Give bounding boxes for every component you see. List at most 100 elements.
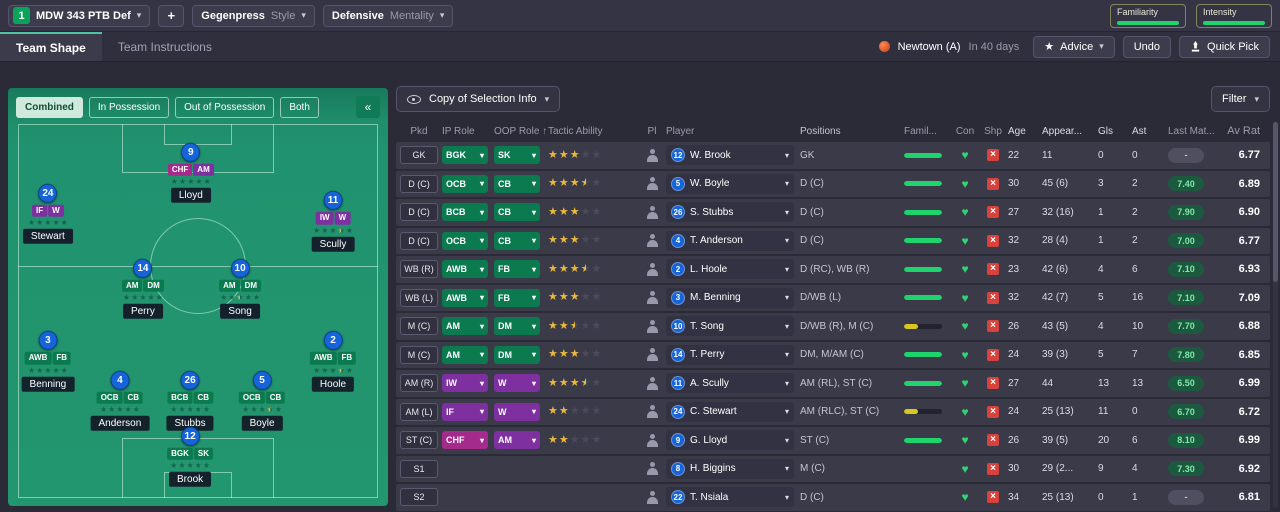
table-row[interactable]: S1 8 H. Biggins ▾ M (C) ♥ × 30 29 (2... 9 4 7.30 6.9… xyxy=(396,455,1270,482)
oop-role-dropdown[interactable]: CB ▾ xyxy=(494,231,540,250)
mentality-dropdown[interactable]: Defensive Mentality ▾ xyxy=(322,4,454,27)
player-dropdown[interactable]: 22 T. Nsiala ▾ xyxy=(666,487,794,508)
person-icon[interactable] xyxy=(645,376,659,390)
column-header[interactable]: Appear... xyxy=(1042,125,1083,137)
table-row[interactable]: AM (R) IW ▾ W ▾ ★ ★ ★ ★ ★ 11 A. Scully ▾ AM (RL), ST … xyxy=(396,370,1270,397)
selection-info-dropdown[interactable]: Copy of Selection Info ▾ xyxy=(396,86,561,112)
column-header[interactable]: Ast xyxy=(1132,125,1147,137)
person-icon[interactable] xyxy=(645,348,659,362)
oop-role-dropdown[interactable]: FB ▾ xyxy=(494,260,540,279)
tab-team-instructions[interactable]: Team Instructions xyxy=(117,39,212,54)
column-header[interactable]: Positions xyxy=(800,125,841,137)
pitch-player[interactable]: 14 AM DM ★ ★ ★ ★ ★ Perry xyxy=(121,258,164,319)
column-header[interactable]: OOP Role ↑ xyxy=(494,125,546,137)
ip-role-dropdown[interactable]: IF ▾ xyxy=(442,402,488,421)
pitch-player[interactable]: 2 AWB FB ★ ★ ★ ★ ★ Hoole xyxy=(309,331,357,392)
column-header[interactable]: Tactic Ability xyxy=(548,125,603,137)
column-header[interactable]: Age xyxy=(1008,125,1026,137)
oop-role-dropdown[interactable]: AM ▾ xyxy=(494,431,540,450)
table-row[interactable]: D (C) OCB ▾ CB ▾ ★ ★ ★ ★ ★ 5 W. Boyle ▾ D (C) ♥ × 30 45 (… xyxy=(396,170,1270,197)
quick-pick-button[interactable]: Quick Pick xyxy=(1179,35,1270,58)
ip-role-dropdown[interactable]: OCB ▾ xyxy=(442,174,488,193)
pitch-player[interactable]: 12 BGK SK ★ ★ ★ ★ ★ Brook xyxy=(167,426,214,488)
ip-role-dropdown[interactable]: AM ▾ xyxy=(442,317,488,336)
person-icon[interactable] xyxy=(645,319,659,333)
table-row[interactable]: ST (C) CHF ▾ AM ▾ ★ ★ ★ ★ ★ 9 G. Lloyd ▾ ST (C) ♥ × 26 39… xyxy=(396,427,1270,454)
pitch-player[interactable]: 11 IW W ★ ★ ★ ★ ★ Scully xyxy=(311,191,355,252)
view-button-out-of-possession[interactable]: Out of Possession xyxy=(175,96,275,118)
table-row[interactable]: M (C) AM ▾ DM ▾ ★ ★ ★ ★ ★ 10 T. Song ▾ D/WB (R), M (C… xyxy=(396,313,1270,340)
oop-role-dropdown[interactable]: CB ▾ xyxy=(494,174,540,193)
table-row[interactable]: AM (L) IF ▾ W ▾ ★ ★ ★ ★ ★ 24 C. Stewart ▾ AM (RLC), S… xyxy=(396,398,1270,425)
person-icon[interactable] xyxy=(645,177,659,191)
person-icon[interactable] xyxy=(645,490,659,504)
table-row[interactable]: WB (L) AWB ▾ FB ▾ ★ ★ ★ ★ ★ 3 M. Benning ▾ D/WB (L) ♥ ×… xyxy=(396,284,1270,311)
column-header[interactable]: Pl xyxy=(647,125,657,137)
player-dropdown[interactable]: 2 L. Hoole ▾ xyxy=(666,259,794,280)
person-icon[interactable] xyxy=(645,462,659,476)
player-dropdown[interactable]: 12 W. Brook ▾ xyxy=(666,145,794,166)
ip-role-dropdown[interactable]: BCB ▾ xyxy=(442,203,488,222)
player-dropdown[interactable]: 10 T. Song ▾ xyxy=(666,316,794,337)
column-header[interactable]: Famil... xyxy=(904,125,937,137)
column-header[interactable]: Con xyxy=(955,125,975,137)
ip-role-dropdown[interactable]: BGK ▾ xyxy=(442,146,488,165)
table-row[interactable]: D (C) BCB ▾ CB ▾ ★ ★ ★ ★ ★ 26 S. Stubbs ▾ D (C) ♥ × 27 32… xyxy=(396,199,1270,226)
person-icon[interactable] xyxy=(645,148,659,162)
scrollbar-thumb[interactable] xyxy=(1273,122,1278,282)
table-scrollbar[interactable] xyxy=(1273,122,1278,508)
tactic-selector-dropdown[interactable]: 1 MDW 343 PTB Def ▾ xyxy=(8,4,151,27)
oop-role-dropdown[interactable]: W ▾ xyxy=(494,402,540,421)
column-header[interactable]: IP Role xyxy=(442,125,475,137)
table-row[interactable]: S2 22 T. Nsiala ▾ D (C) ♥ × 34 25 (13) 0 1 - 6.81 xyxy=(396,484,1270,511)
pitch-player[interactable]: 10 AM DM ★ ★ ★ ★ ★ Song xyxy=(219,258,262,319)
pitch-player[interactable]: 3 AWB FB ★ ★ ★ ★ ★ Benning xyxy=(21,331,75,392)
column-header[interactable]: Last Mat... xyxy=(1168,125,1215,137)
pitch-player[interactable]: 9 CHF AM ★ ★ ★ ★ ★ Lloyd xyxy=(167,142,214,203)
player-dropdown[interactable]: 11 A. Scully ▾ xyxy=(666,373,794,394)
oop-role-dropdown[interactable]: FB ▾ xyxy=(494,288,540,307)
player-dropdown[interactable]: 9 G. Lloyd ▾ xyxy=(666,430,794,451)
collapse-panel-button[interactable]: « xyxy=(356,96,380,118)
style-dropdown[interactable]: Gegenpress Style ▾ xyxy=(192,4,315,27)
tab-team-shape[interactable]: Team Shape xyxy=(0,32,102,61)
column-header[interactable]: Player xyxy=(666,125,695,137)
ip-role-dropdown[interactable]: IW ▾ xyxy=(442,374,488,393)
oop-role-dropdown[interactable]: DM ▾ xyxy=(494,345,540,364)
oop-role-dropdown[interactable]: W ▾ xyxy=(494,374,540,393)
table-row[interactable]: M (C) AM ▾ DM ▾ ★ ★ ★ ★ ★ 14 T. Perry ▾ DM, M/AM (C) ♥… xyxy=(396,341,1270,368)
table-row[interactable]: WB (R) AWB ▾ FB ▾ ★ ★ ★ ★ ★ 2 L. Hoole ▾ D (RC), WB (… xyxy=(396,256,1270,283)
add-tactic-button[interactable]: + xyxy=(158,4,185,27)
filter-button[interactable]: Filter ▾ xyxy=(1211,86,1270,112)
undo-button[interactable]: Undo xyxy=(1122,35,1172,58)
player-dropdown[interactable]: 5 W. Boyle ▾ xyxy=(666,173,794,194)
oop-role-dropdown[interactable]: CB ▾ xyxy=(494,203,540,222)
pitch-player[interactable]: 24 IF W ★ ★ ★ ★ ★ Stewart xyxy=(22,183,73,244)
person-icon[interactable] xyxy=(645,291,659,305)
table-row[interactable]: GK BGK ▾ SK ▾ ★ ★ ★ ★ ★ 12 W. Brook ▾ GK ♥ × 22 11 0 0-6.77 xyxy=(396,142,1270,169)
player-dropdown[interactable]: 26 S. Stubbs ▾ xyxy=(666,202,794,223)
person-icon[interactable] xyxy=(645,405,659,419)
person-icon[interactable] xyxy=(645,433,659,447)
person-icon[interactable] xyxy=(645,262,659,276)
oop-role-dropdown[interactable]: DM ▾ xyxy=(494,317,540,336)
column-header[interactable]: Pkd xyxy=(410,125,428,137)
person-icon[interactable] xyxy=(645,234,659,248)
pitch-player[interactable]: 26 BCB CB ★ ★ ★ ★ ★ Stubbs xyxy=(166,370,214,431)
table-row[interactable]: D (C) OCB ▾ CB ▾ ★ ★ ★ ★ ★ 4 T. Anderson ▾ D (C) ♥ × 32 2… xyxy=(396,227,1270,254)
ip-role-dropdown[interactable]: OCB ▾ xyxy=(442,231,488,250)
column-header[interactable]: Av Rat xyxy=(1227,125,1260,137)
pitch-player[interactable]: 4 OCB CB ★ ★ ★ ★ ★ Anderson xyxy=(90,370,150,431)
player-dropdown[interactable]: 4 T. Anderson ▾ xyxy=(666,230,794,251)
column-header[interactable]: Shp xyxy=(984,125,1002,137)
player-dropdown[interactable]: 3 M. Benning ▾ xyxy=(666,287,794,308)
view-button-both[interactable]: Both xyxy=(280,96,319,118)
view-button-in-possession[interactable]: In Possession xyxy=(88,96,170,118)
player-dropdown[interactable]: 8 H. Biggins ▾ xyxy=(666,458,794,479)
player-dropdown[interactable]: 24 C. Stewart ▾ xyxy=(666,401,794,422)
advice-dropdown[interactable]: ★ Advice ▾ xyxy=(1033,35,1115,58)
oop-role-dropdown[interactable]: SK ▾ xyxy=(494,146,540,165)
view-button-combined[interactable]: Combined xyxy=(16,96,83,118)
column-header[interactable]: Gls xyxy=(1098,125,1113,137)
ip-role-dropdown[interactable]: CHF ▾ xyxy=(442,431,488,450)
